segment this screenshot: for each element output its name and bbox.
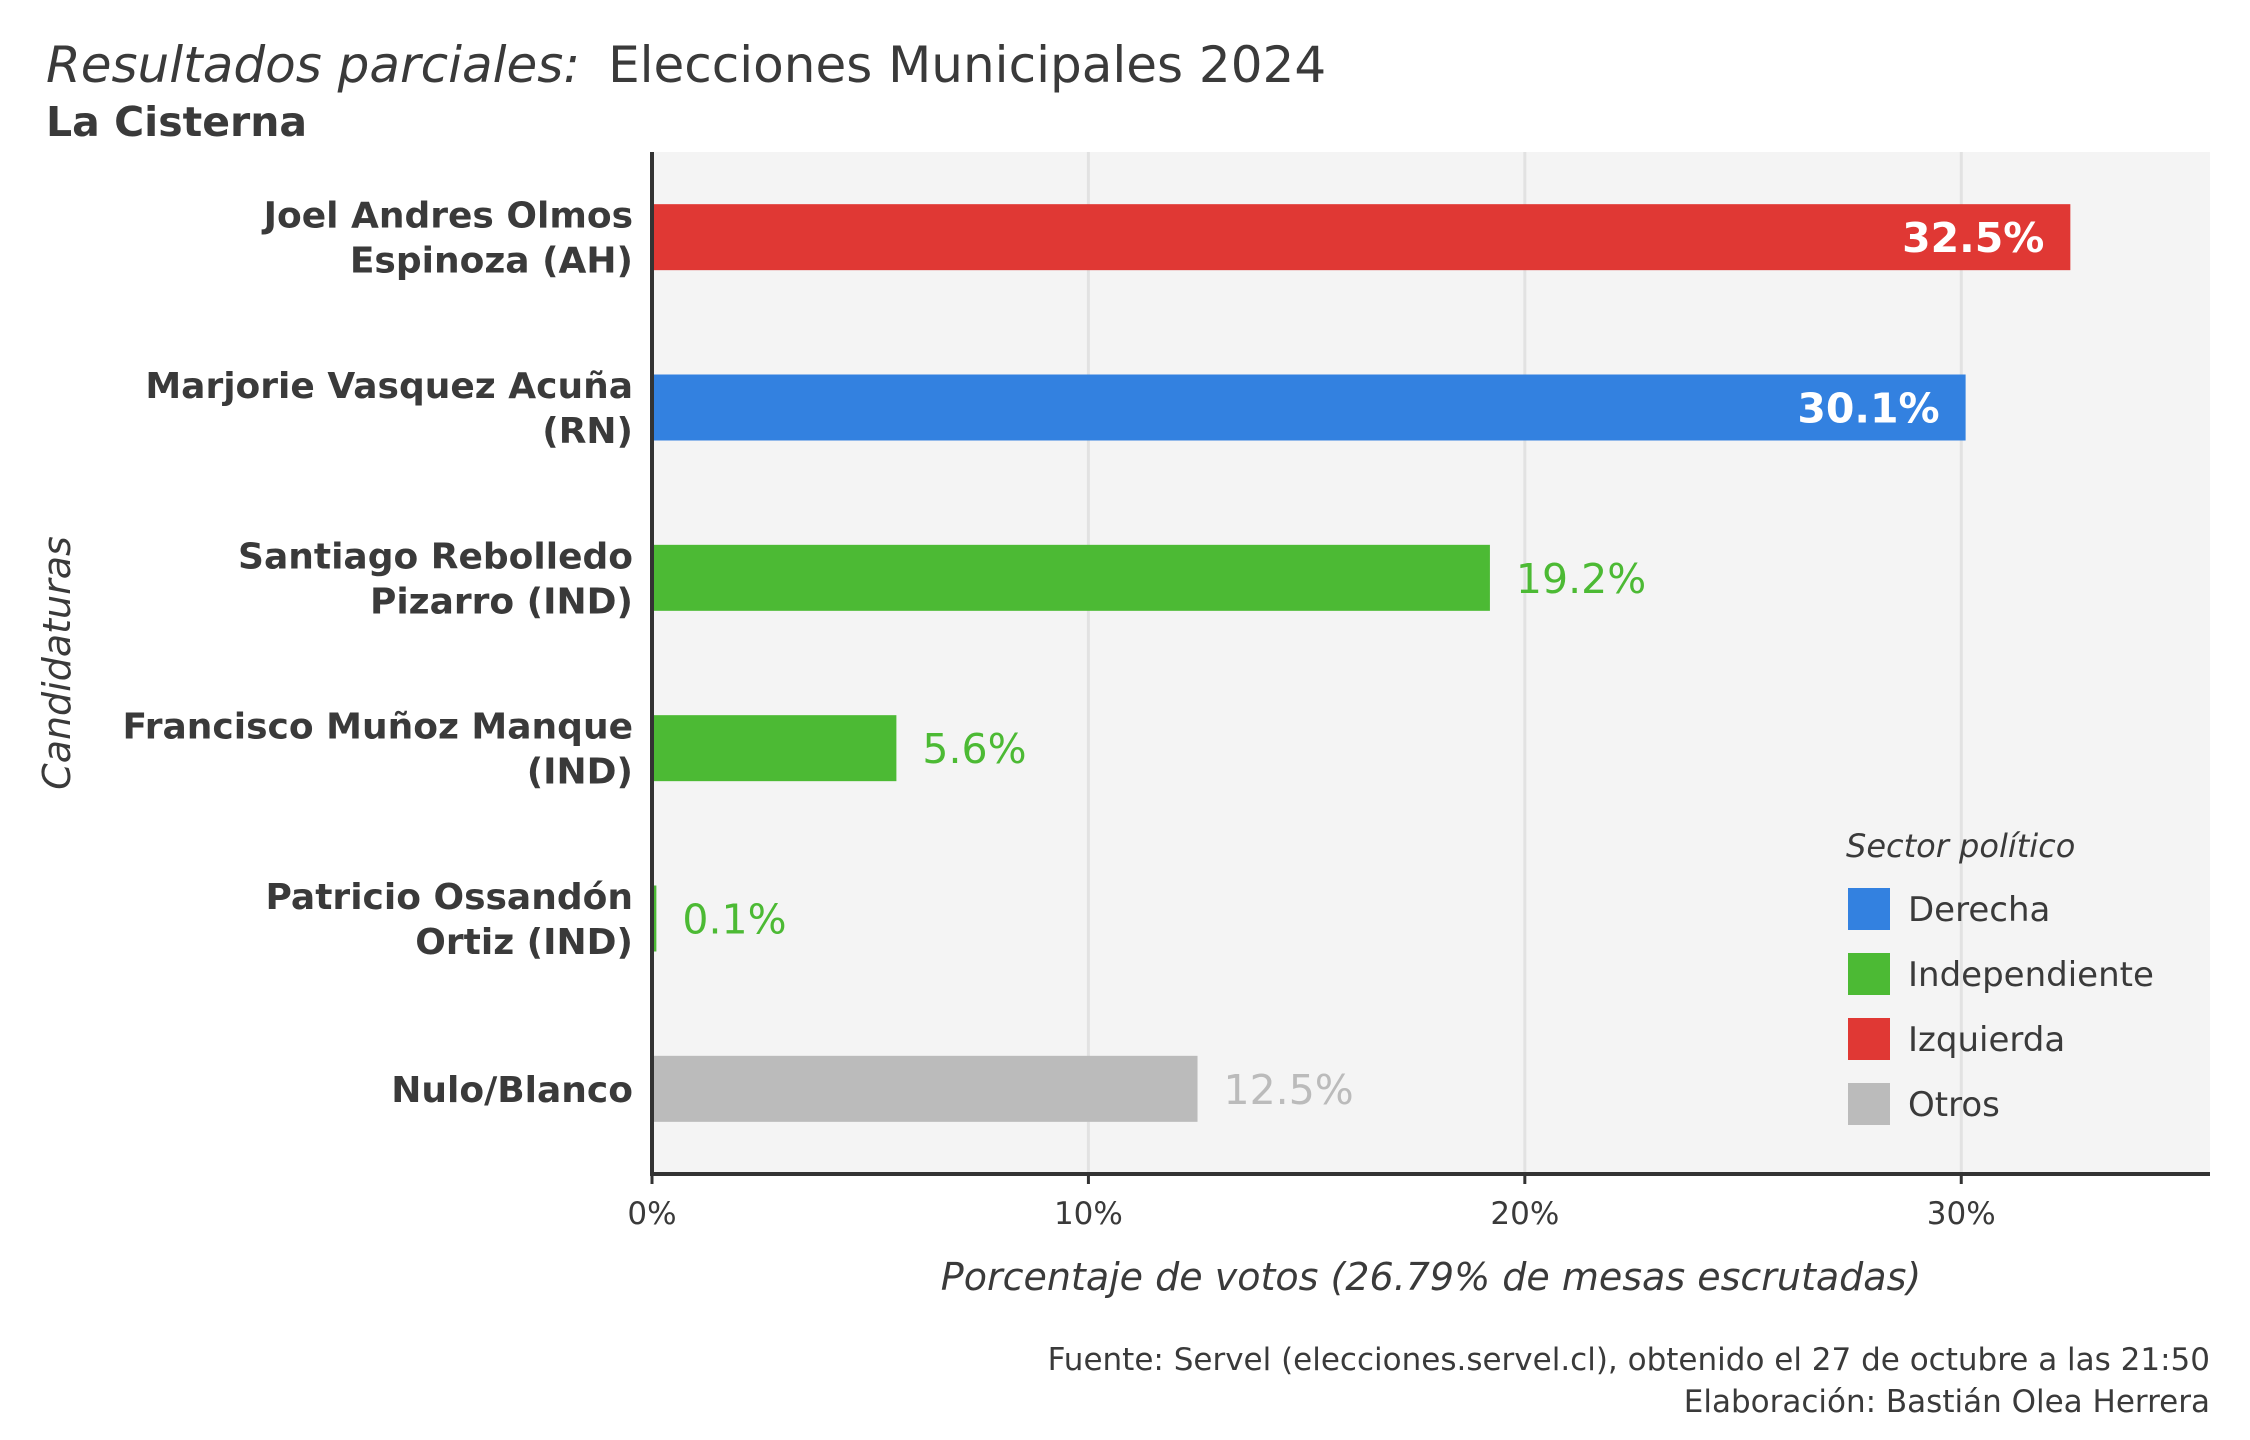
bar-0: [652, 204, 2071, 271]
category-label-0-line-1: Espinoza (AH): [350, 241, 633, 282]
chart-title-italic: Resultados parciales:: [46, 36, 580, 94]
legend-label-independiente: Independiente: [1908, 955, 2154, 995]
legend-label-izquierda: Izquierda: [1908, 1020, 2065, 1060]
bar-1: [652, 374, 1966, 441]
x-tick-label-3: 30%: [1927, 1196, 1996, 1232]
legend: Sector político Derecha Independiente Izqu…: [1846, 827, 2154, 1125]
bar-2: [652, 544, 1490, 611]
x-tick-label-0: 0%: [627, 1196, 676, 1232]
category-label-0-line-0: Joel Andres Olmos: [261, 196, 633, 237]
bar-4: [652, 885, 657, 952]
category-label-3-line-1: (IND): [527, 752, 633, 793]
category-label-2-line-0: Santiago Rebolledo: [238, 536, 633, 577]
chart-subtitle: La Cisterna: [46, 98, 307, 146]
value-label-2: 19.2%: [1516, 555, 1646, 603]
x-tick-label-2: 20%: [1490, 1196, 1559, 1232]
category-label-2-line-1: Pizarro (IND): [370, 581, 633, 622]
plot-panel: [652, 152, 2210, 1174]
value-label-4: 0.1%: [682, 896, 786, 944]
category-label-2: Santiago Rebolledo Pizarro (IND): [238, 536, 633, 622]
bar-5: [652, 1055, 1198, 1122]
x-axis-label: Porcentaje de votos (26.79% de mesas esc…: [941, 1255, 1921, 1299]
legend-swatch-derecha: [1848, 888, 1890, 930]
value-label-5: 12.5%: [1224, 1066, 1354, 1114]
category-label-1: Marjorie Vasquez Acuña (RN): [145, 366, 633, 452]
legend-title: Sector político: [1846, 827, 2075, 865]
legend-swatch-independiente: [1848, 953, 1890, 995]
bar-3: [652, 715, 897, 782]
chart-title: Resultados parciales: Elecciones Municip…: [46, 36, 1326, 94]
x-tick-label-1: 10%: [1054, 1196, 1123, 1232]
value-label-0: 32.5%: [1902, 214, 2044, 262]
source-line-1: Fuente: Servel (elecciones.servel.cl), o…: [1048, 1342, 2210, 1378]
category-label-1-line-1: (RN): [542, 411, 633, 452]
category-label-3: Francisco Muñoz Manque (IND): [122, 707, 633, 793]
category-label-5-line-0: Nulo/Blanco: [391, 1070, 633, 1111]
category-label-4-line-1: Ortiz (IND): [415, 922, 633, 963]
category-label-4-line-0: Patricio Ossandón: [266, 877, 633, 918]
legend-swatch-otros: [1848, 1083, 1890, 1125]
value-label-3: 5.6%: [922, 725, 1026, 773]
source-line-2: Elaboración: Bastián Olea Herrera: [1684, 1384, 2210, 1420]
legend-label-derecha: Derecha: [1908, 890, 2050, 930]
category-label-1-line-0: Marjorie Vasquez Acuña: [145, 366, 633, 407]
category-label-4: Patricio Ossandón Ortiz (IND): [266, 877, 633, 963]
legend-swatch-izquierda: [1848, 1018, 1890, 1060]
category-label-0: Joel Andres Olmos Espinoza (AH): [261, 196, 633, 282]
chart-title-main: Elecciones Municipales 2024: [608, 36, 1326, 94]
category-label-5: Nulo/Blanco: [391, 1070, 633, 1111]
value-label-1: 30.1%: [1797, 385, 1939, 433]
category-label-3-line-0: Francisco Muñoz Manque: [122, 707, 633, 748]
legend-label-otros: Otros: [1908, 1085, 2000, 1125]
y-axis-label: Candidaturas: [35, 536, 79, 790]
